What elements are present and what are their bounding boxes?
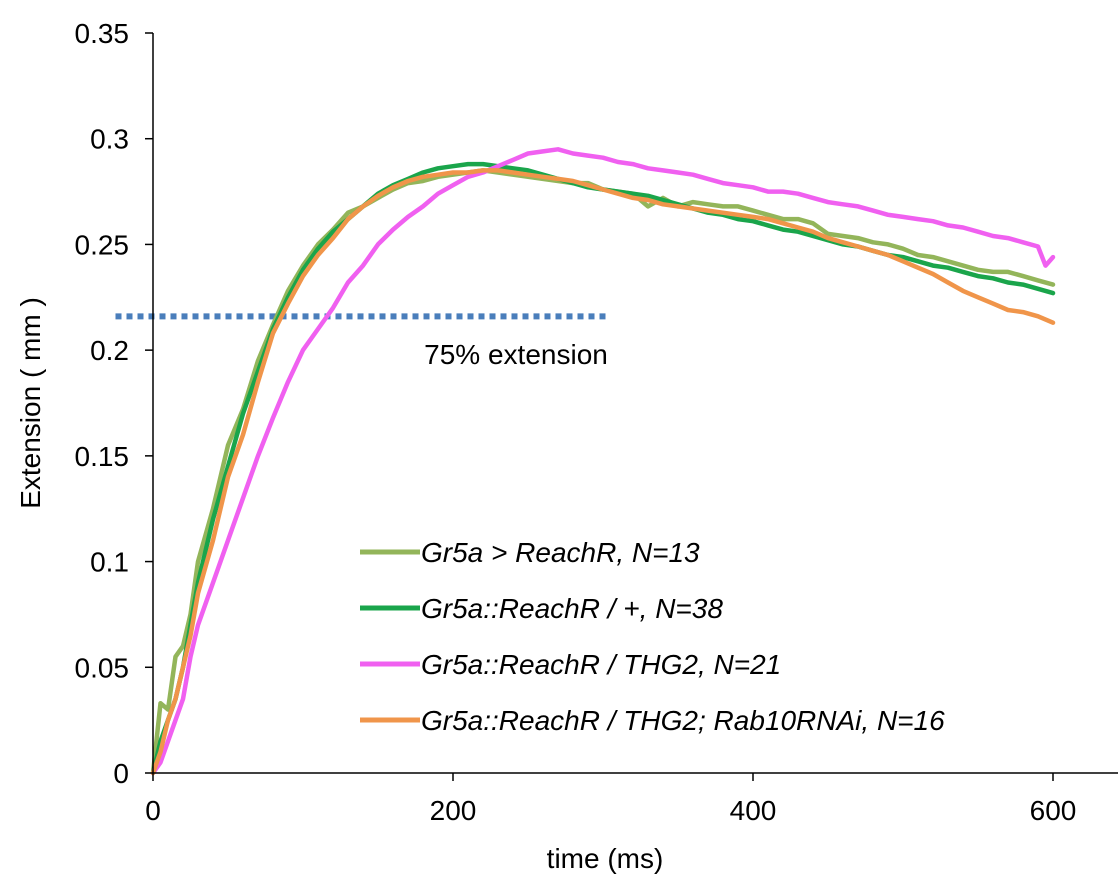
series-line-4 [150, 168, 1056, 776]
series-layer [150, 147, 1056, 776]
axes: 0 0.05 0.1 0.15 0.2 0.25 0.3 0.35 0 200 400 600 ti… [15, 18, 1118, 874]
y-axis-ticks: 0 0.05 0.1 0.15 0.2 0.25 0.3 0.35 [75, 18, 153, 789]
y-tick-label: 0.05 [75, 652, 130, 683]
y-tick-label: 0.1 [90, 547, 129, 578]
annotation-layer: 75% extension [115, 313, 608, 370]
x-axis-title: time (ms) [547, 843, 664, 874]
legend-label-2: Gr5a::ReachR / +, N=38 [421, 593, 723, 624]
y-axis-title: Extension ( mm ) [15, 297, 46, 509]
x-tick-label: 0 [145, 795, 161, 826]
legend-label-4: Gr5a::ReachR / THG2; Rab10RNAi, N=16 [421, 705, 945, 736]
series-line-3 [150, 147, 1056, 776]
legend-label-1: Gr5a > ReachR, N=13 [421, 537, 700, 568]
x-tick-label: 600 [1030, 795, 1077, 826]
y-tick-label: 0.15 [75, 441, 130, 472]
x-tick-label: 400 [730, 795, 777, 826]
y-tick-label: 0.3 [90, 124, 129, 155]
x-axis-ticks: 0 200 400 600 [145, 773, 1076, 826]
y-tick-label: 0.2 [90, 335, 129, 366]
legend-label-3: Gr5a::ReachR / THG2, N=21 [421, 649, 781, 680]
threshold-annotation-label: 75% extension [424, 339, 608, 370]
y-tick-label: 0.25 [75, 229, 130, 260]
y-tick-label: 0 [113, 758, 129, 789]
y-tick-label: 0.35 [75, 18, 130, 49]
x-tick-label: 200 [430, 795, 477, 826]
